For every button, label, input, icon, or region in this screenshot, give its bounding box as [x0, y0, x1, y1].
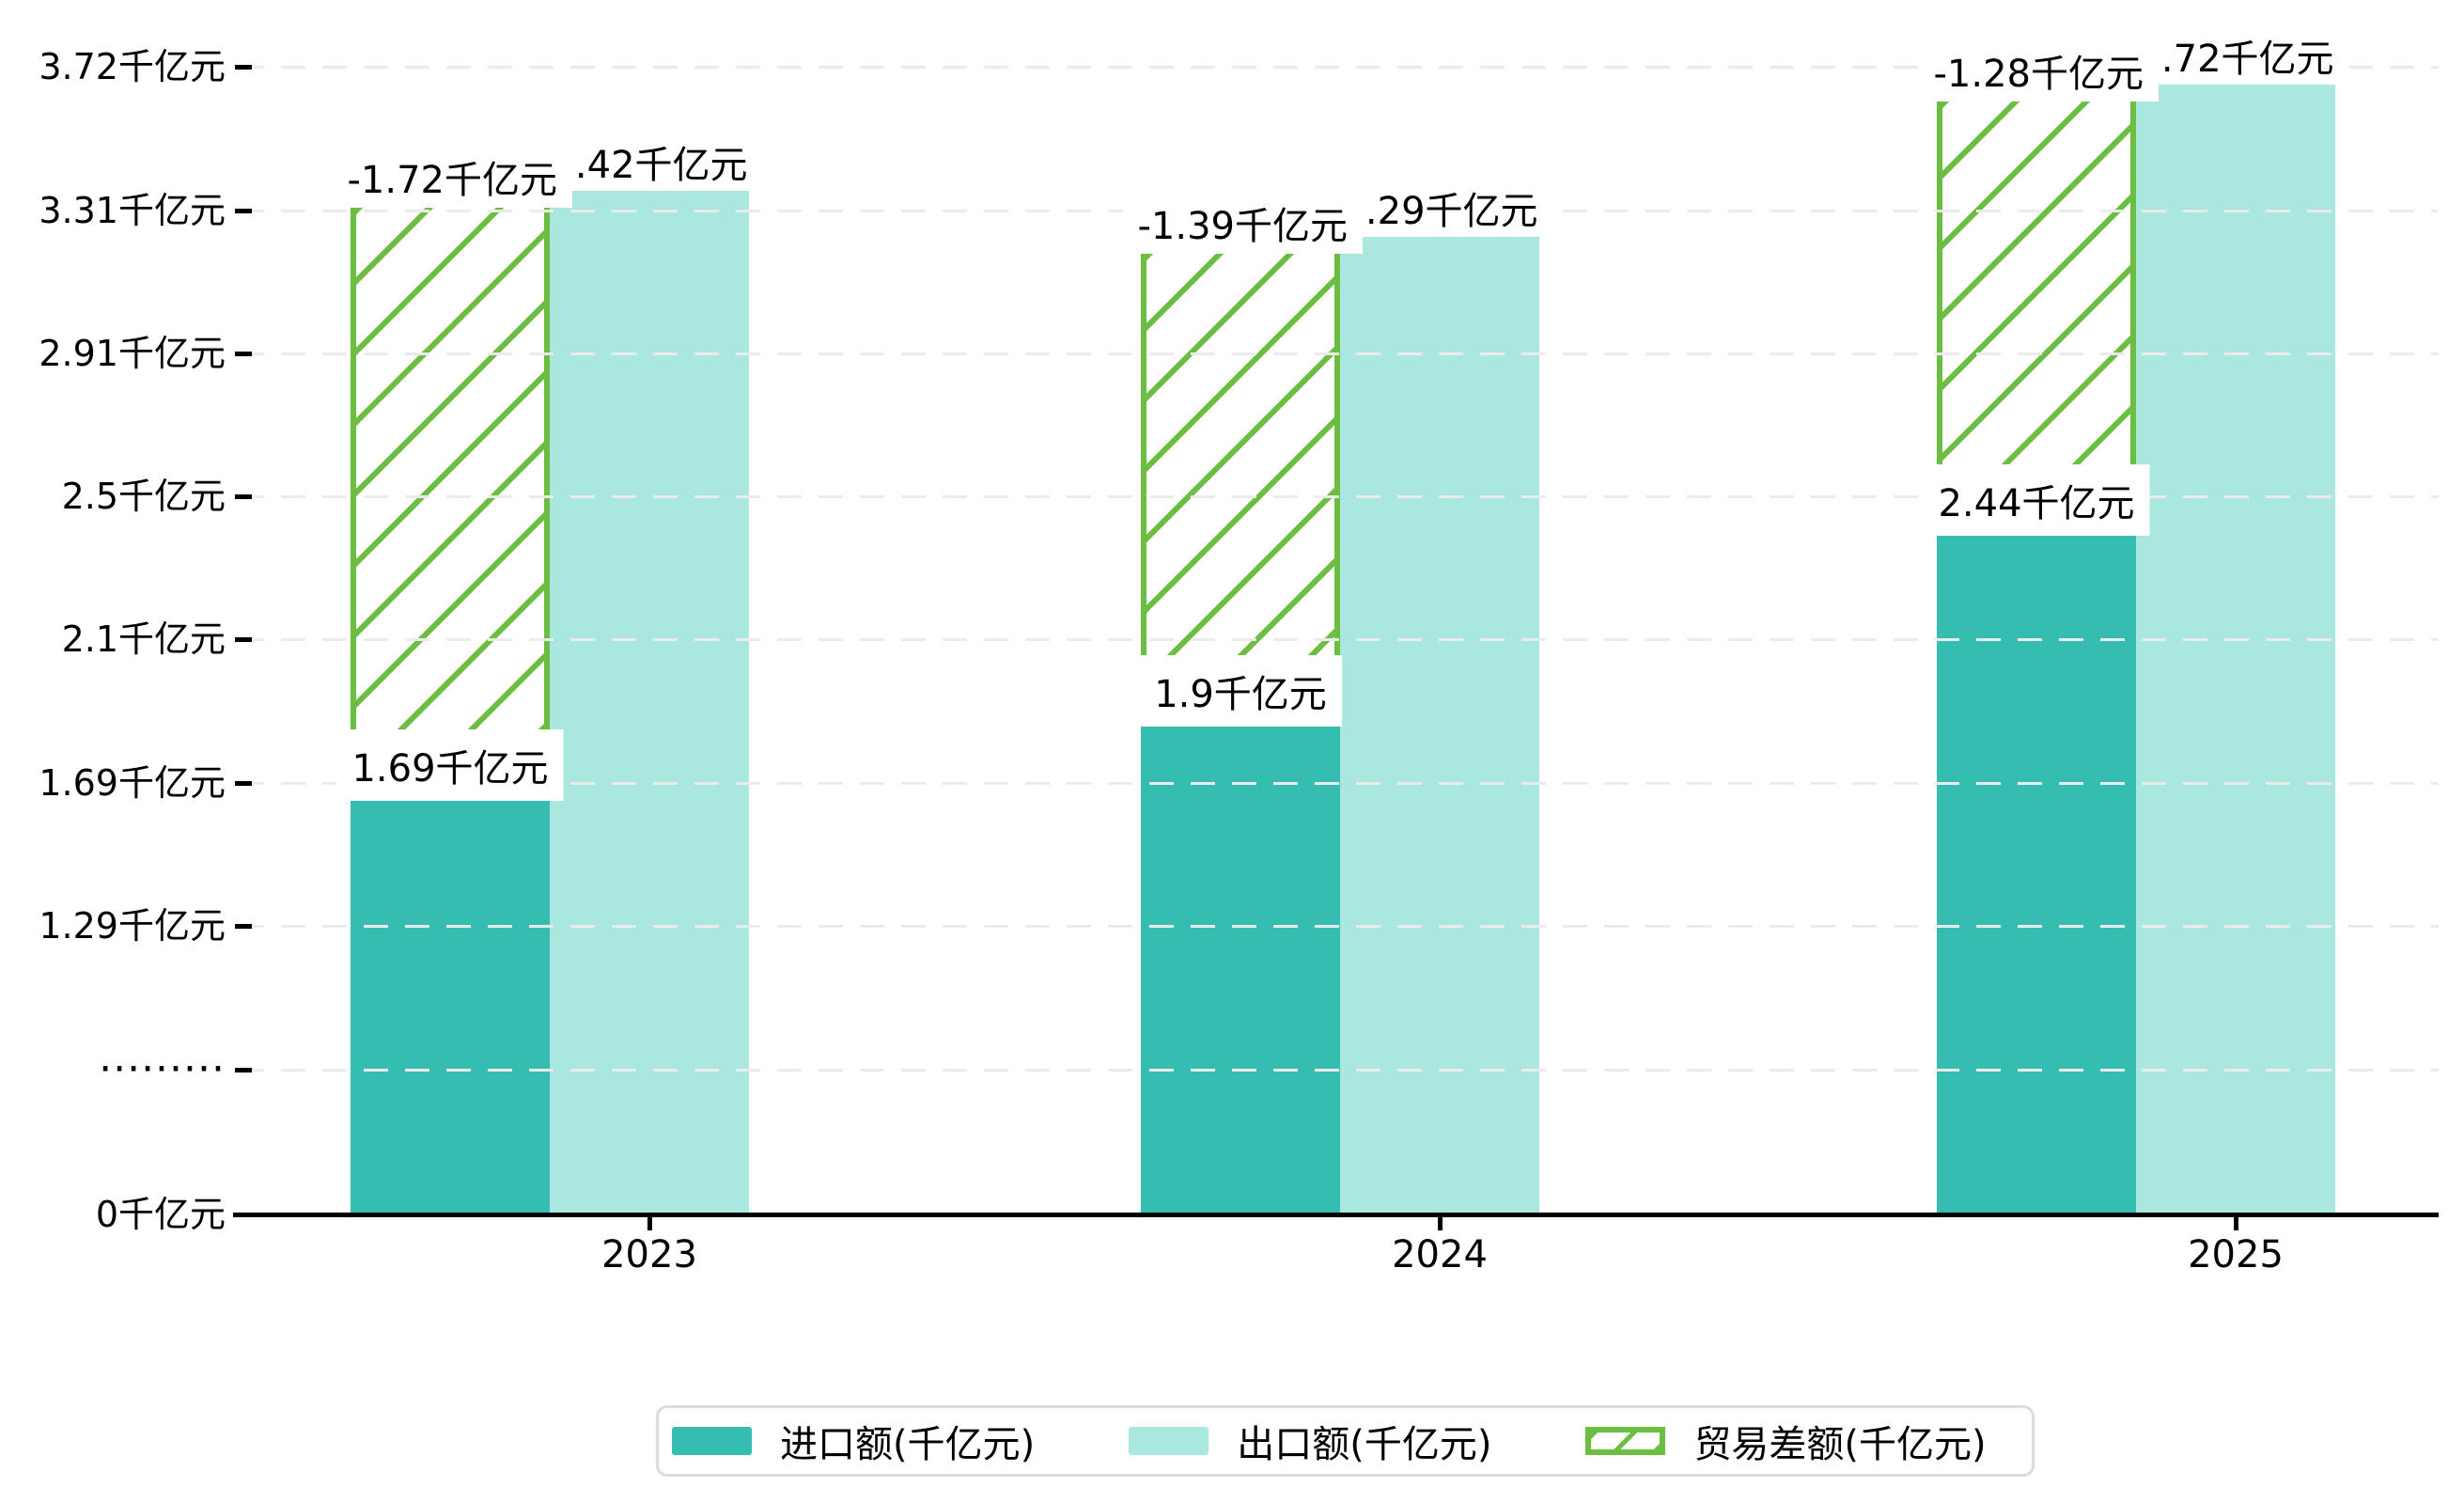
x-axis-tick: [2234, 1214, 2238, 1230]
import-bar-2023[interactable]: [351, 801, 550, 1214]
y-tick-label: 2.91千亿元: [39, 333, 226, 374]
trade-balance-value-label-2025: -1.28千亿元: [1918, 39, 2159, 102]
y-axis-tick: [235, 65, 252, 70]
legend-label: 进口额(千亿元): [780, 1423, 1036, 1466]
y-tick-label: 1.69千亿元: [39, 762, 226, 804]
y-axis-tick: [235, 494, 252, 499]
x-axis-line: [233, 1213, 2439, 1217]
export-bar-2024[interactable]: [1340, 235, 1539, 1214]
import-value-label-2025: 2.44千亿元: [1923, 464, 2150, 536]
legend-label: 贸易差额(千亿元): [1693, 1423, 1987, 1466]
y-axis-tick: [235, 924, 252, 929]
y-gridline: [240, 495, 2439, 498]
export-value-label-2024: 3.29千亿元: [1326, 179, 1553, 237]
y-tick-label: 0千亿元: [95, 1194, 226, 1235]
y-axis-tick: [235, 781, 252, 786]
legend-item-export[interactable]: 出口额(千亿元): [1129, 1414, 1491, 1468]
trade-balance-bar-2025[interactable]: [1937, 101, 2136, 535]
y-tick-label: 3.72千亿元: [39, 46, 226, 87]
import-bar-2024[interactable]: [1141, 727, 1340, 1214]
y-tick-label: 1.29千亿元: [39, 905, 226, 947]
y-axis-tick: [235, 637, 252, 642]
trade-balance-bar-2023[interactable]: [351, 207, 550, 800]
export-value-label-2023: 3.42千亿元: [536, 133, 763, 191]
export-value-label-2025: 3.72千亿元: [2122, 26, 2349, 85]
y-axis-tick: [235, 352, 252, 356]
y-tick-label: ·········: [99, 1045, 226, 1093]
y-axis-tick: [235, 1068, 252, 1072]
trade-balance-value-label-2024: -1.39千亿元: [1122, 192, 1363, 254]
y-gridline: [240, 925, 2439, 928]
y-tick-label: 3.31千亿元: [39, 190, 226, 231]
trade-balance-value-label-2023: -1.72千亿元: [332, 146, 572, 208]
y-tick-label: 2.5千亿元: [61, 476, 226, 517]
import-bar-2025[interactable]: [1937, 536, 2136, 1214]
legend-item-balance[interactable]: 贸易差额(千亿元): [1585, 1414, 1987, 1468]
legend: 进口额(千亿元) 出口额(千亿元) 贸易差额(千亿元): [656, 1405, 2035, 1477]
import-value-label-2023: 1.69千亿元: [336, 729, 564, 801]
legend-swatch-import: [672, 1427, 752, 1455]
legend-swatch-balance: [1585, 1427, 1666, 1455]
x-tick-label-2024: 2024: [1392, 1233, 1488, 1276]
x-axis-tick: [647, 1214, 652, 1230]
export-bar-2023[interactable]: [550, 189, 749, 1214]
export-bar-2025[interactable]: [2136, 83, 2335, 1214]
y-gridline: [240, 782, 2439, 785]
y-gridline: [240, 352, 2439, 355]
x-tick-label-2023: 2023: [601, 1233, 697, 1276]
x-tick-label-2025: 2025: [2188, 1233, 2284, 1276]
x-axis-tick: [1438, 1214, 1443, 1230]
y-gridline: [240, 66, 2439, 69]
legend-item-import[interactable]: 进口额(千亿元): [672, 1414, 1035, 1468]
import-value-label-2024: 1.9千亿元: [1139, 655, 1342, 727]
legend-label: 出口额(千亿元): [1237, 1423, 1492, 1466]
trade-balance-bar-2024[interactable]: [1141, 253, 1340, 727]
y-axis-tick: [235, 209, 252, 213]
legend-swatch-export: [1129, 1427, 1209, 1455]
y-gridline: [240, 1069, 2439, 1072]
y-gridline: [240, 638, 2439, 641]
y-tick-label: 2.1千亿元: [61, 618, 226, 660]
